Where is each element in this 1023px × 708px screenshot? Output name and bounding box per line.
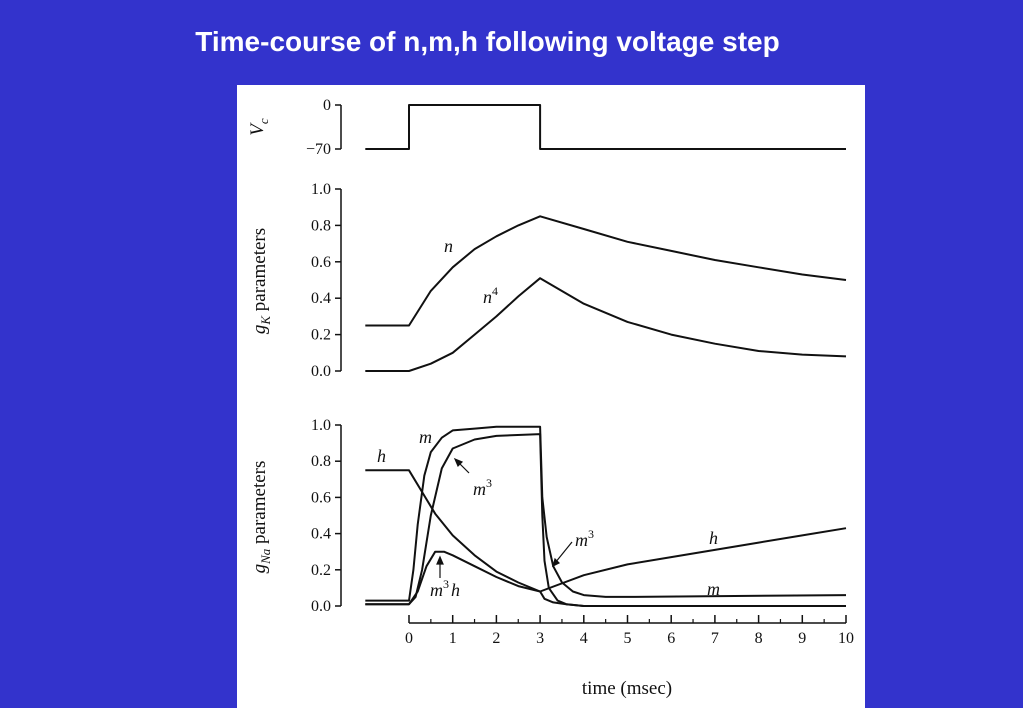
- arrow-m3h-head: [436, 555, 444, 565]
- gNa-y-tick-label: 0.2: [311, 562, 331, 579]
- gNa-y-tick-label: 0.4: [311, 526, 331, 543]
- x-tick-label: 4: [580, 630, 588, 647]
- gK-y-tick-label: 0.8: [311, 217, 331, 234]
- gk-axis-label-rest: parameters: [249, 228, 270, 316]
- gk-axis-label-base: g: [249, 325, 270, 335]
- gK-y-tick-label: 1.0: [311, 181, 331, 198]
- gK-series-n4: [365, 277, 847, 372]
- annotation-m3-right-base: m: [575, 530, 588, 550]
- x-tick-label: 6: [667, 630, 675, 647]
- gK-y-tick-label: 0.2: [311, 327, 331, 344]
- voltage-y-tick-label: 0: [323, 97, 331, 114]
- annotation-n4: n4: [483, 284, 498, 307]
- gna-panel: 0.0 0.2 0.4 0.6 0.8 1.0 0 1 2 3 4 5 6 7 8 9 10: [311, 417, 854, 647]
- annotation-h-left: h: [377, 446, 386, 466]
- annotation-m3-right: m3: [575, 527, 594, 550]
- gK-series-n: [365, 215, 847, 327]
- annotation-m3-mid-base: m: [473, 479, 486, 499]
- gNa-series-m: [365, 425, 847, 602]
- annotation-m3-mid: m3: [473, 476, 492, 499]
- gNa-series-h: [365, 469, 847, 593]
- annotation-m3h-base: m: [430, 580, 443, 600]
- vc-axis-label-sub: c: [256, 118, 271, 124]
- gk-panel: 0.0 0.2 0.4 0.6 0.8 1.0: [311, 181, 847, 380]
- arrow-m3-mid-head: [453, 457, 464, 468]
- x-tick-label: 7: [711, 630, 719, 647]
- gK-y-tick-label: 0.4: [311, 290, 331, 307]
- arrow-m3-right-head: [552, 557, 561, 568]
- annotation-n4-base: n: [483, 287, 492, 307]
- annotation-m-right: m: [707, 579, 720, 599]
- gna-axis-label-sub: Na: [258, 548, 273, 565]
- arrow-m3-right: [554, 541, 573, 564]
- x-tick-label: 0: [405, 630, 413, 647]
- gK-y-tick-label: 0.6: [311, 254, 331, 271]
- gna-axis-label: gNa parameters: [249, 461, 273, 574]
- x-axis-title: time (msec): [582, 678, 672, 699]
- x-tick-label: 10: [838, 630, 854, 647]
- annotation-n4-sup: 4: [492, 284, 498, 298]
- figure-panel: 0 −70 0.0 0.2 0.4 0.6 0.8 1.0 0.0 0.2 0.4 0.6 0.8 1…: [237, 85, 865, 708]
- vc-axis-label-base: V: [247, 122, 268, 136]
- voltage-series-trace: [365, 104, 846, 150]
- annotation-m3-right-sup: 3: [588, 527, 594, 541]
- x-tick-label: 5: [624, 630, 632, 647]
- annotation-m3-mid-sup: 3: [486, 476, 492, 490]
- annotation-h-right: h: [709, 528, 718, 548]
- gNa-y-tick-label: 0.0: [311, 598, 331, 615]
- slide-title: Time-course of n,m,h following voltage s…: [195, 26, 780, 57]
- gK-y-tick-label: 0.0: [311, 363, 331, 380]
- gna-axis-label-rest: parameters: [249, 461, 270, 549]
- gk-axis-label-sub: K: [258, 315, 273, 326]
- hodgkin-huxley-figure: 0 −70 0.0 0.2 0.4 0.6 0.8 1.0 0.0 0.2 0.4 0.6 0.8 1…: [247, 97, 854, 699]
- x-tick-label: 3: [536, 630, 544, 647]
- x-tick-label: 2: [492, 630, 500, 647]
- gNa-y-tick-label: 1.0: [311, 417, 331, 434]
- vc-axis-label: Vc: [247, 118, 271, 136]
- annotation-m-top: m: [419, 427, 432, 447]
- gNa-y-tick-label: 0.6: [311, 489, 331, 506]
- gNa-y-tick-label: 0.8: [311, 453, 331, 470]
- annotation-m3h-h: h: [451, 580, 460, 600]
- voltage-y-tick-label: −70: [306, 141, 331, 158]
- voltage-panel: 0 −70: [306, 97, 846, 158]
- annotation-n: n: [444, 236, 453, 256]
- x-tick-label: 1: [449, 630, 457, 647]
- gna-axis-label-base: g: [249, 564, 270, 574]
- annotation-arrows: [436, 457, 573, 578]
- x-tick-label: 9: [798, 630, 806, 647]
- gk-axis-label: gK parameters: [249, 228, 273, 334]
- annotation-m3h: m3 h: [430, 577, 460, 600]
- gNa-series-m3h: [365, 550, 846, 607]
- annotation-m3h-sup: 3: [443, 577, 449, 591]
- x-tick-label: 8: [755, 630, 763, 647]
